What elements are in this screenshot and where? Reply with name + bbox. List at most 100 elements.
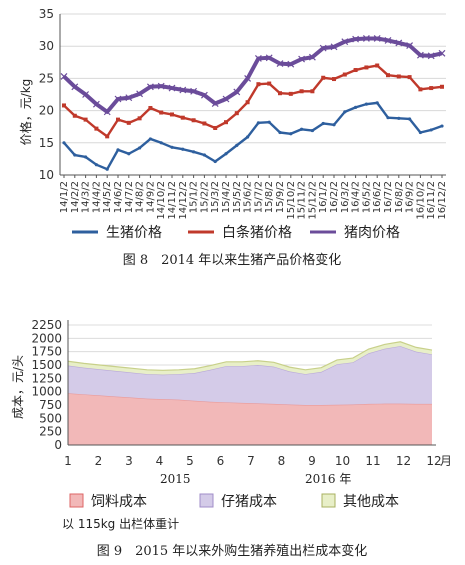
- price-chart-point: [192, 150, 196, 154]
- price-chart-point: [341, 38, 349, 46]
- price-chart-x-tick-label: 14/12/2: [178, 181, 189, 220]
- cost-chart-x-tick-label: 2: [95, 454, 103, 468]
- cost-chart-x-tick-label: 10: [335, 454, 350, 468]
- price-chart-point: [103, 108, 111, 116]
- cost-chart-x-tick-label: 1: [64, 454, 72, 468]
- cost-chart-legend-swatch: [199, 493, 214, 508]
- price-chart-x-tick-label: 15/1/2: [189, 181, 200, 213]
- price-chart-x-tick-label: 14/7/2: [124, 181, 135, 213]
- cost-chart-legend-item: 饲料成本: [69, 493, 147, 510]
- price-chart-point: [321, 121, 325, 126]
- price-chart-point: [364, 102, 368, 106]
- price-chart-point: [213, 159, 217, 164]
- price-chart-point: [71, 83, 79, 91]
- cost-chart-y-axis-label: 成本，元/头: [11, 355, 25, 419]
- cost-chart-legend: 饲料成本 仔猪成本 其他成本: [69, 493, 399, 510]
- price-chart-point: [246, 135, 250, 139]
- price-chart-series: [60, 35, 446, 171]
- price-chart-point: [62, 141, 66, 145]
- price-chart-x-tick-label: 15/3/2: [210, 181, 221, 213]
- price-chart-x-tick-label: 14/1/2: [59, 181, 70, 213]
- price-chart-point: [427, 52, 435, 60]
- price-chart-x-tick-label: 14/10/2: [156, 181, 167, 220]
- price-chart-point: [416, 51, 424, 59]
- price-chart-point: [213, 125, 218, 130]
- price-chart-x-tick-label: 15/12/2: [307, 181, 318, 220]
- price-chart-legend: 生猪价格 白条猪价格 猪肉价格: [72, 224, 400, 241]
- price-chart-point: [222, 95, 230, 103]
- price-chart-point: [330, 43, 338, 51]
- price-chart-point: [105, 167, 109, 171]
- price-chart-point: [308, 53, 316, 61]
- price-chart-x-tick-label: 15/2/2: [199, 181, 210, 213]
- cost-chart-x-tick-label: 11: [365, 454, 380, 468]
- price-chart-legend-item: 猪肉价格: [310, 225, 400, 241]
- price-chart-point: [384, 36, 392, 44]
- cost-chart-area-2: [68, 346, 432, 405]
- price-chart-point: [116, 148, 120, 152]
- price-chart-point: [267, 81, 272, 86]
- price-chart-point: [190, 87, 198, 95]
- price-chart-point: [375, 63, 380, 68]
- price-chart-point: [157, 82, 165, 90]
- price-chart-point: [126, 120, 131, 125]
- price-chart-point: [211, 100, 219, 107]
- price-chart-point: [440, 124, 444, 128]
- price-chart-x-tick-label: 14/5/2: [102, 181, 113, 213]
- price-chart-x-ticks: 14/1/2 14/2/2 14/3/2 14/4/2 14/5/2 14/6/2 14/7…: [59, 175, 448, 220]
- price-chart-y-ticks: 10 15 20 25 30 35: [39, 7, 54, 182]
- price-chart-x-tick-label: 16/6/2: [372, 181, 383, 213]
- price-chart-x-tick-label: 15/4/2: [221, 181, 232, 213]
- price-chart-point: [267, 120, 271, 124]
- price-chart-x-tick-label: 16/1/2: [318, 181, 329, 213]
- price-chart-point: [84, 155, 88, 159]
- price-chart-legend-label: 生猪价格: [106, 225, 162, 241]
- price-chart-x-tick-label: 14/8/2: [135, 181, 146, 213]
- price-chart-legend-item: 生猪价格: [72, 225, 162, 241]
- cost-chart-x-tick-label: 4: [156, 454, 164, 468]
- price-chart-x-tick-label: 16/9/2: [405, 181, 416, 213]
- price-chart-x-tick-label: 14/9/2: [145, 181, 156, 213]
- price-chart-point: [138, 146, 142, 150]
- cost-chart-area-edge: [67, 341, 433, 371]
- cost-chart-y-tick-label: 750: [39, 398, 62, 412]
- cost-chart-area-1: [68, 393, 432, 445]
- price-chart-point: [265, 54, 273, 62]
- cost-chart-y-tick-label: 0: [54, 438, 62, 452]
- price-chart-x-tick-label: 14/2/2: [70, 181, 81, 213]
- cost-chart-legend-swatch: [69, 493, 84, 508]
- price-chart-x-tick-label: 14/4/2: [91, 181, 102, 213]
- price-chart-point: [386, 73, 390, 78]
- cost-chart-x-tick-label: 12: [426, 454, 441, 468]
- price-chart-point: [287, 60, 295, 68]
- price-chart-x-tick-label: 14/3/2: [81, 181, 92, 213]
- cost-chart-y-tick-label: 250: [39, 425, 62, 439]
- cost-chart-y-tick-label: 500: [39, 411, 62, 425]
- price-chart-x-tick-label: 16/7/2: [383, 181, 394, 213]
- cost-chart-year-2016: 2016 年: [305, 472, 351, 486]
- price-chart-y-tick-label: 20: [39, 104, 54, 118]
- price-chart-point: [191, 118, 196, 123]
- price-chart-x-tick-label: 16/11/2: [426, 181, 437, 220]
- price-chart-series-2: [62, 63, 444, 139]
- price-chart-caption: 图 8 2014 年以来生猪产品价格变化: [123, 252, 342, 268]
- price-chart-point: [105, 134, 110, 139]
- price-chart-point: [94, 163, 98, 167]
- cost-chart-y-tick-label: 2250: [31, 318, 62, 332]
- cost-chart-legend-label: 其他成本: [343, 494, 399, 510]
- price-chart-legend-label: 白条猪价格: [222, 224, 292, 241]
- price-chart-point: [362, 35, 370, 42]
- price-chart-point: [332, 77, 336, 82]
- price-chart-point: [233, 88, 241, 96]
- cost-chart-x-tick-label: 8: [278, 454, 286, 468]
- cost-chart-x-tick-label: 9: [308, 454, 316, 468]
- price-chart-point: [310, 89, 315, 94]
- price-chart-line: [63, 101, 443, 171]
- cost-chart-x-tick-label: 7: [247, 454, 255, 468]
- price-chart-point: [278, 91, 282, 96]
- price-chart-point: [395, 39, 403, 47]
- price-chart-point: [200, 91, 208, 99]
- price-chart-line: [62, 36, 443, 114]
